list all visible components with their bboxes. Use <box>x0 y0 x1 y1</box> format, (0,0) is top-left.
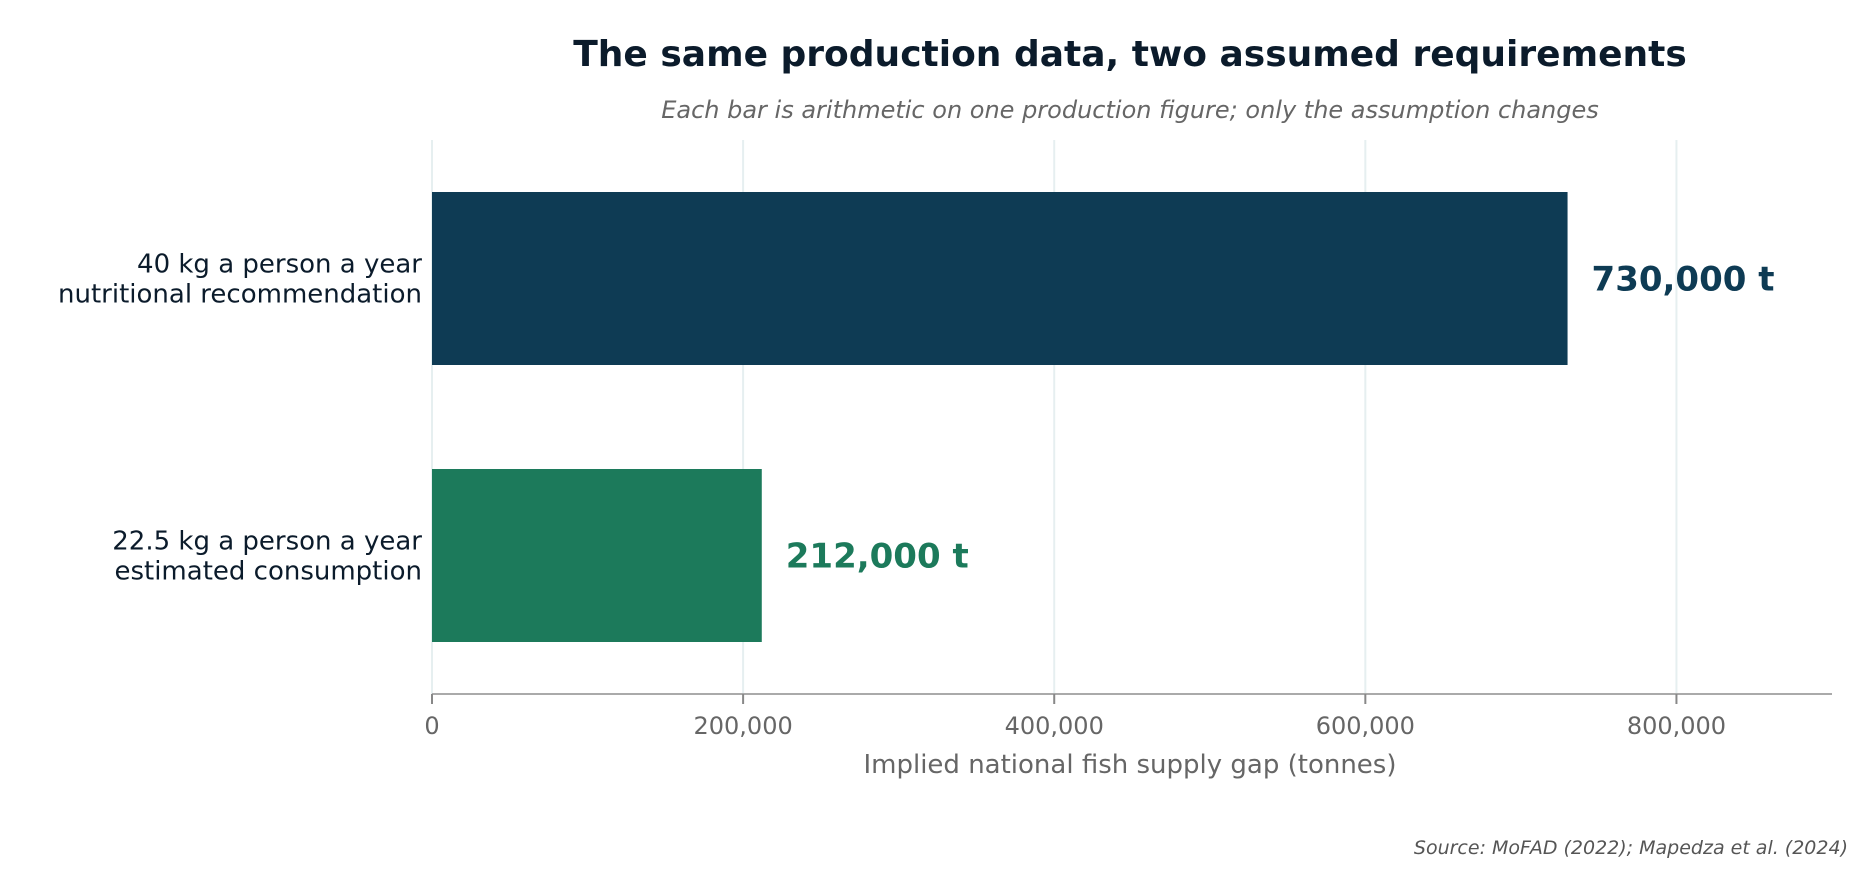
value-labels: 730,000 t 212,000 t <box>786 260 1775 577</box>
x-tick-label: 600,000 <box>1316 712 1415 740</box>
x-axis-ticks: 0 200,000 400,000 600,000 800,000 <box>424 694 1726 740</box>
x-tick-label: 800,000 <box>1627 712 1726 740</box>
bars-group <box>432 192 1568 642</box>
category-label: estimated consumption <box>114 557 422 587</box>
value-label: 730,000 t <box>1592 260 1775 300</box>
x-tick-label: 400,000 <box>1005 712 1104 740</box>
category-label: 40 kg a person a year <box>137 250 422 280</box>
category-label: 22.5 kg a person a year <box>112 527 422 557</box>
source-note: Source: MoFAD (2022); Mapedza et al. (20… <box>1414 837 1848 859</box>
value-label: 212,000 t <box>786 537 969 577</box>
category-label: nutritional recommendation <box>58 280 422 310</box>
chart-title: The same production data, two assumed re… <box>573 34 1687 75</box>
x-tick-label: 200,000 <box>693 712 792 740</box>
x-axis-title: Implied national fish supply gap (tonnes… <box>863 750 1396 780</box>
chart-subtitle: Each bar is arithmetic on one production… <box>661 96 1599 124</box>
x-tick-label: 0 <box>424 712 439 740</box>
bar <box>432 469 762 642</box>
bar <box>432 192 1568 365</box>
